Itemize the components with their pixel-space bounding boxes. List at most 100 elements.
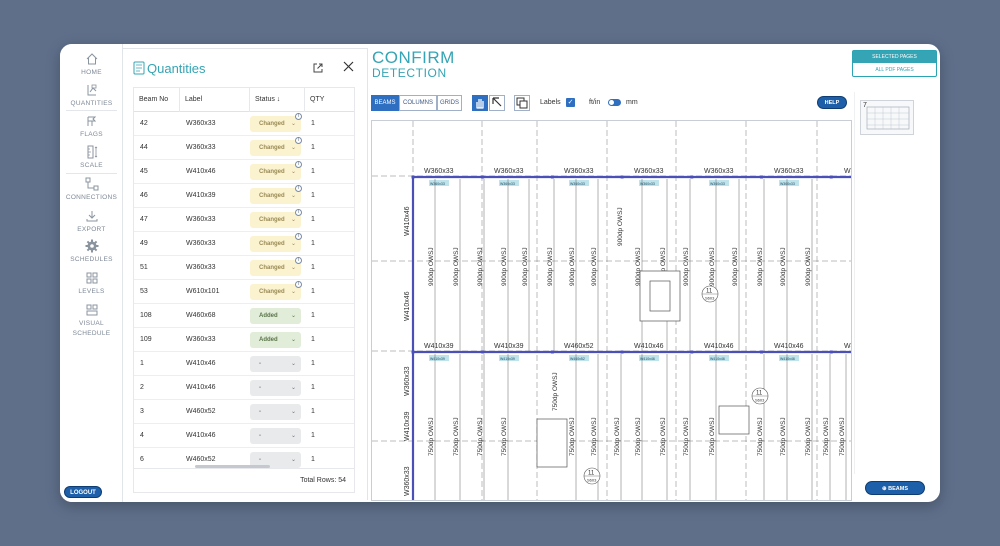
info-icon[interactable]: i <box>295 257 302 264</box>
table-row[interactable]: 47 W360x33 Changed ⌄ i 1 <box>134 208 354 232</box>
info-icon[interactable]: i <box>295 281 302 288</box>
table-row[interactable]: 3 W460x52- ⌄ 1 <box>134 400 354 424</box>
callout-ref: S603 <box>587 478 597 483</box>
beam-label: W360x33 <box>634 168 664 175</box>
nav-flags[interactable]: FLAGS <box>60 114 123 140</box>
nav-schedules[interactable]: SCHEDULES <box>60 239 123 265</box>
beam-node <box>411 350 415 354</box>
status-dropdown[interactable]: - ⌄ <box>250 452 301 468</box>
status-value: Changed <box>259 145 285 151</box>
column-header-beam-no[interactable]: Beam No <box>134 88 180 112</box>
info-icon[interactable]: i <box>295 161 302 168</box>
copy-tool-button[interactable] <box>514 95 530 111</box>
drawing-canvas[interactable]: W360x33 W360x33 W360x33 W360x33 W360x33 W360x… <box>371 120 852 501</box>
nav-levels[interactable]: LEVELS <box>60 271 123 297</box>
column-header-label[interactable]: Label <box>180 88 250 112</box>
status-dropdown[interactable]: Changed ⌄ <box>250 164 301 180</box>
nav-visual-schedule[interactable]: VISUAL SCHEDULE <box>60 303 123 339</box>
status-dropdown[interactable]: Changed ⌄ <box>250 140 301 156</box>
cell-beam-no: 46 <box>140 192 148 199</box>
nav-home[interactable]: HOME <box>60 52 123 78</box>
status-dropdown[interactable]: Added ⌄ <box>250 308 301 324</box>
thumbnail-page-number: 7 <box>863 102 867 109</box>
status-dropdown[interactable]: Changed ⌄ <box>250 116 301 132</box>
cell-beam-no: 3 <box>140 408 144 415</box>
beam-node <box>829 350 833 354</box>
table-row[interactable]: 45 W410x46 Changed ⌄ i 1 <box>134 160 354 184</box>
tab-beams[interactable]: BEAMS <box>371 95 399 111</box>
joist-label: 900dp OWSJ <box>569 247 576 286</box>
horizontal-scrollbar[interactable] <box>195 465 270 468</box>
pan-tool-button[interactable] <box>472 95 488 111</box>
copy-icon <box>516 97 528 109</box>
status-dropdown[interactable]: - ⌄ <box>250 356 301 372</box>
joist-label: 750dp OWSJ <box>805 417 812 456</box>
info-icon[interactable]: i <box>295 233 302 240</box>
tab-grids[interactable]: GRIDS <box>437 95 462 111</box>
levels-icon <box>86 272 97 284</box>
nav-export[interactable]: EXPORT <box>60 209 123 235</box>
table-row[interactable]: 44 W360x33 Changed ⌄ i 1 <box>134 136 354 160</box>
table-row[interactable]: 2 W410x46- ⌄ 1 <box>134 376 354 400</box>
beam-label: W410x46 <box>634 343 664 350</box>
column-label: W410x39 <box>404 411 411 441</box>
nav-scale[interactable]: SCALE <box>60 145 123 171</box>
labels-checkbox[interactable]: ✓ <box>566 98 575 107</box>
table-row[interactable]: 6 W460x52- ⌄ 1 <box>134 448 354 468</box>
callout-number: 11 <box>756 391 763 397</box>
open-external-icon[interactable] <box>313 63 323 73</box>
beam-tag-text: W360x33 <box>710 182 725 186</box>
help-button[interactable]: HELP <box>817 96 847 109</box>
selected-pages-button[interactable]: SELECTED PAGES <box>853 51 936 63</box>
joist-label: 750dp OWSJ <box>839 417 846 456</box>
column-header-status[interactable]: Status ↓ <box>250 88 305 112</box>
table-row[interactable]: 53 W610x101 Changed ⌄ i 1 <box>134 280 354 304</box>
info-icon[interactable]: i <box>295 209 302 216</box>
nav-flags-label: FLAGS <box>80 131 103 138</box>
table-row[interactable]: 49 W360x33 Changed ⌄ i 1 <box>134 232 354 256</box>
all-pdf-pages-button[interactable]: ALL PDF PAGES <box>875 67 914 73</box>
table-row[interactable]: 4 W410x46- ⌄ 1 <box>134 424 354 448</box>
pages-selector: SELECTED PAGES ALL PDF PAGES <box>852 50 937 77</box>
cell-qty: 1 <box>311 336 315 343</box>
status-dropdown[interactable]: Changed ⌄ <box>250 236 301 252</box>
nav-connections[interactable]: CONNECTIONS <box>60 177 123 203</box>
table-row[interactable]: 46 W410x39 Changed ⌄ i 1 <box>134 184 354 208</box>
status-dropdown[interactable]: Changed ⌄ <box>250 260 301 276</box>
beam-label: W460x52 <box>564 343 594 350</box>
tab-columns[interactable]: COLUMNS <box>399 95 437 111</box>
close-icon[interactable] <box>343 61 354 72</box>
labels-text: Labels <box>540 99 561 106</box>
status-dropdown[interactable]: Changed ⌄ <box>250 284 301 300</box>
beam-label: W41 <box>844 343 852 350</box>
info-icon[interactable]: i <box>295 137 302 144</box>
status-dropdown[interactable]: Changed ⌄ <box>250 212 301 228</box>
column-header-qty[interactable]: QTY <box>310 96 325 103</box>
info-icon[interactable]: i <box>295 185 302 192</box>
select-tool-button[interactable] <box>489 95 505 111</box>
nav-quantities[interactable]: QUANTITIES <box>60 83 123 109</box>
status-value: Changed <box>259 289 285 295</box>
table-row[interactable]: 42 W360x33 Changed ⌄ i 1 <box>134 112 354 136</box>
hand-icon <box>476 99 484 109</box>
table-row[interactable]: 108 W460x68 Added ⌄ 1 <box>134 304 354 328</box>
status-dropdown[interactable]: Changed ⌄ <box>250 188 301 204</box>
page-thumbnail[interactable] <box>860 100 914 135</box>
table-row[interactable]: 1 W410x46- ⌄ 1 <box>134 352 354 376</box>
beams-button[interactable]: ⊕ BEAMS <box>865 481 925 495</box>
status-value: - <box>259 361 261 367</box>
cell-qty: 1 <box>311 408 315 415</box>
chevron-down-icon: ⌄ <box>290 145 296 151</box>
table-row[interactable]: 51 W360x33 Changed ⌄ i 1 <box>134 256 354 280</box>
status-dropdown[interactable]: - ⌄ <box>250 428 301 444</box>
logout-button[interactable]: LOGOUT <box>64 486 102 498</box>
status-dropdown[interactable]: - ⌄ <box>250 404 301 420</box>
structural-plan[interactable]: W360x33 W360x33 W360x33 W360x33 W360x33 W360x… <box>372 121 852 501</box>
status-dropdown[interactable]: - ⌄ <box>250 380 301 396</box>
cell-qty: 1 <box>311 312 315 319</box>
unit-toggle[interactable] <box>608 99 621 106</box>
table-row[interactable]: 109 W360x33 Added ⌄ 1 <box>134 328 354 352</box>
status-dropdown[interactable]: Added ⌄ <box>250 332 301 348</box>
status-value: - <box>259 409 261 415</box>
info-icon[interactable]: i <box>295 113 302 120</box>
